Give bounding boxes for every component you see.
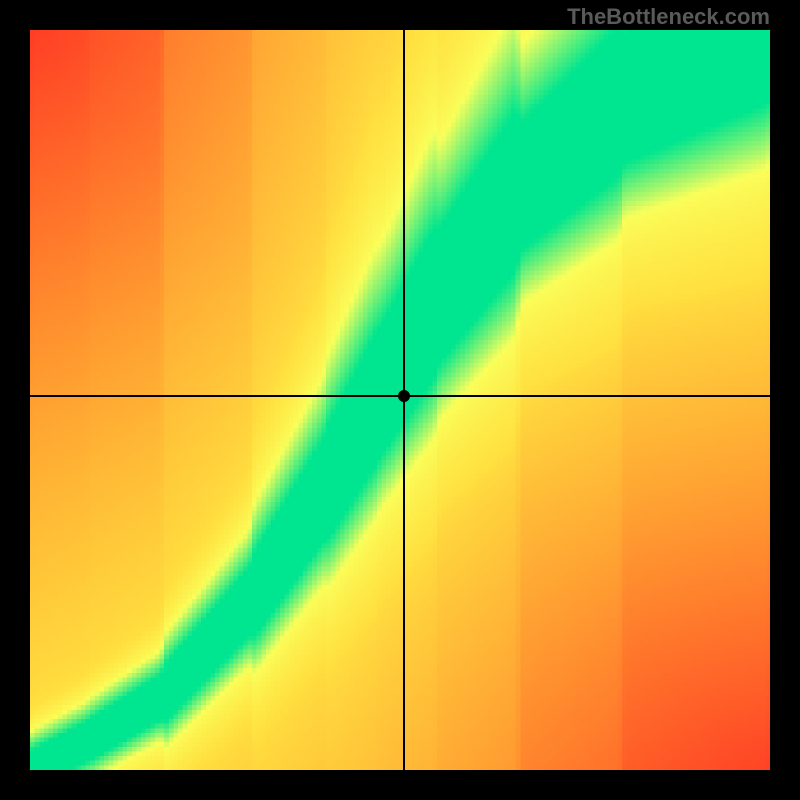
crosshair-dot [398, 390, 410, 402]
watermark-text: TheBottleneck.com [567, 4, 770, 30]
chart-container: TheBottleneck.com [0, 0, 800, 800]
